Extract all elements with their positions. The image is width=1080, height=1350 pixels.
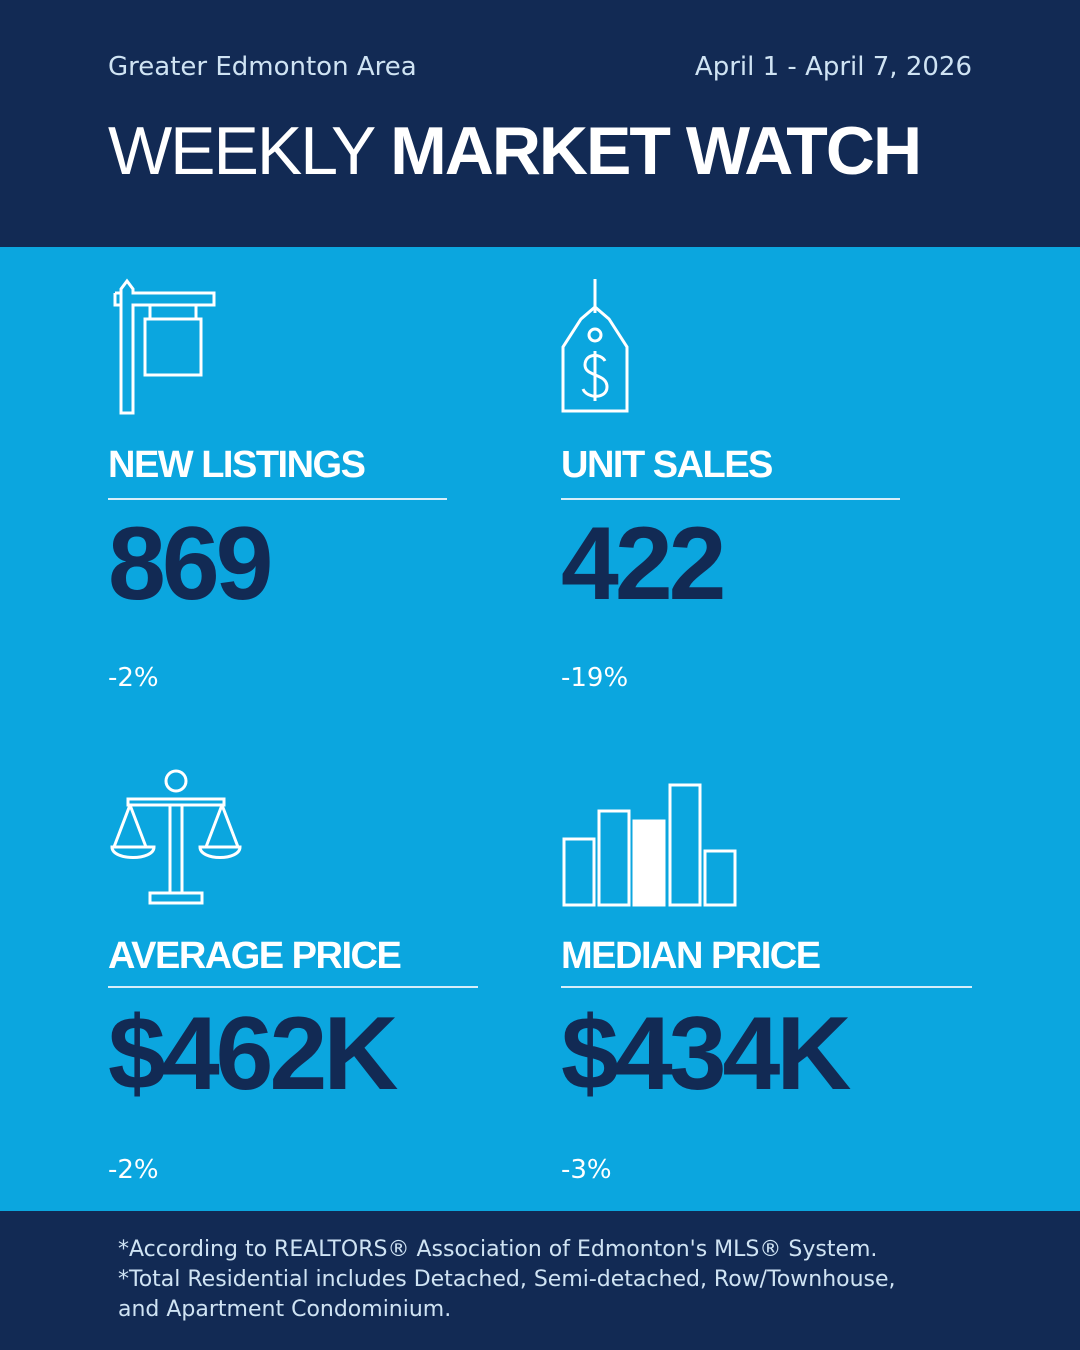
metrics-panel: NEW LISTINGS 869 -2% UNIT SALES 422 -19% bbox=[0, 247, 1080, 1211]
metric-value: $462K bbox=[108, 996, 398, 1112]
divider bbox=[561, 498, 900, 500]
header: Greater Edmonton Area April 1 - April 7,… bbox=[0, 0, 1080, 247]
metric-label: UNIT SALES bbox=[561, 444, 773, 486]
metric-label: MEDIAN PRICE bbox=[561, 935, 821, 977]
for-sale-sign-icon bbox=[108, 275, 218, 420]
scales-icon bbox=[108, 769, 244, 910]
divider bbox=[561, 986, 972, 988]
title-bold: MARKET WATCH bbox=[390, 113, 922, 189]
metric-value: $434K bbox=[561, 996, 851, 1112]
metric-value: 422 bbox=[561, 506, 727, 622]
metric-change: -2% bbox=[108, 1155, 159, 1185]
divider bbox=[108, 986, 478, 988]
date-range: April 1 - April 7, 2026 bbox=[694, 52, 972, 82]
metric-label: NEW LISTINGS bbox=[108, 444, 366, 486]
metric-change: -19% bbox=[561, 663, 629, 693]
footer: *According to REALTORS® Association of E… bbox=[0, 1211, 1080, 1350]
title-light: WEEKLY bbox=[108, 113, 375, 189]
metric-value: 869 bbox=[108, 506, 274, 622]
metric-change: -3% bbox=[561, 1155, 612, 1185]
page-title: WEEKLY MARKET WATCH bbox=[108, 112, 922, 190]
divider bbox=[108, 498, 447, 500]
price-tag-icon bbox=[561, 277, 631, 418]
footnote: *Total Residential includes Detached, Se… bbox=[118, 1267, 896, 1292]
metric-change: -2% bbox=[108, 663, 159, 693]
footnote: and Apartment Condominium. bbox=[118, 1297, 452, 1322]
footnote: *According to REALTORS® Association of E… bbox=[118, 1237, 878, 1262]
bar-chart-icon bbox=[561, 781, 741, 912]
metric-label: AVERAGE PRICE bbox=[108, 935, 402, 977]
region-label: Greater Edmonton Area bbox=[108, 52, 417, 82]
